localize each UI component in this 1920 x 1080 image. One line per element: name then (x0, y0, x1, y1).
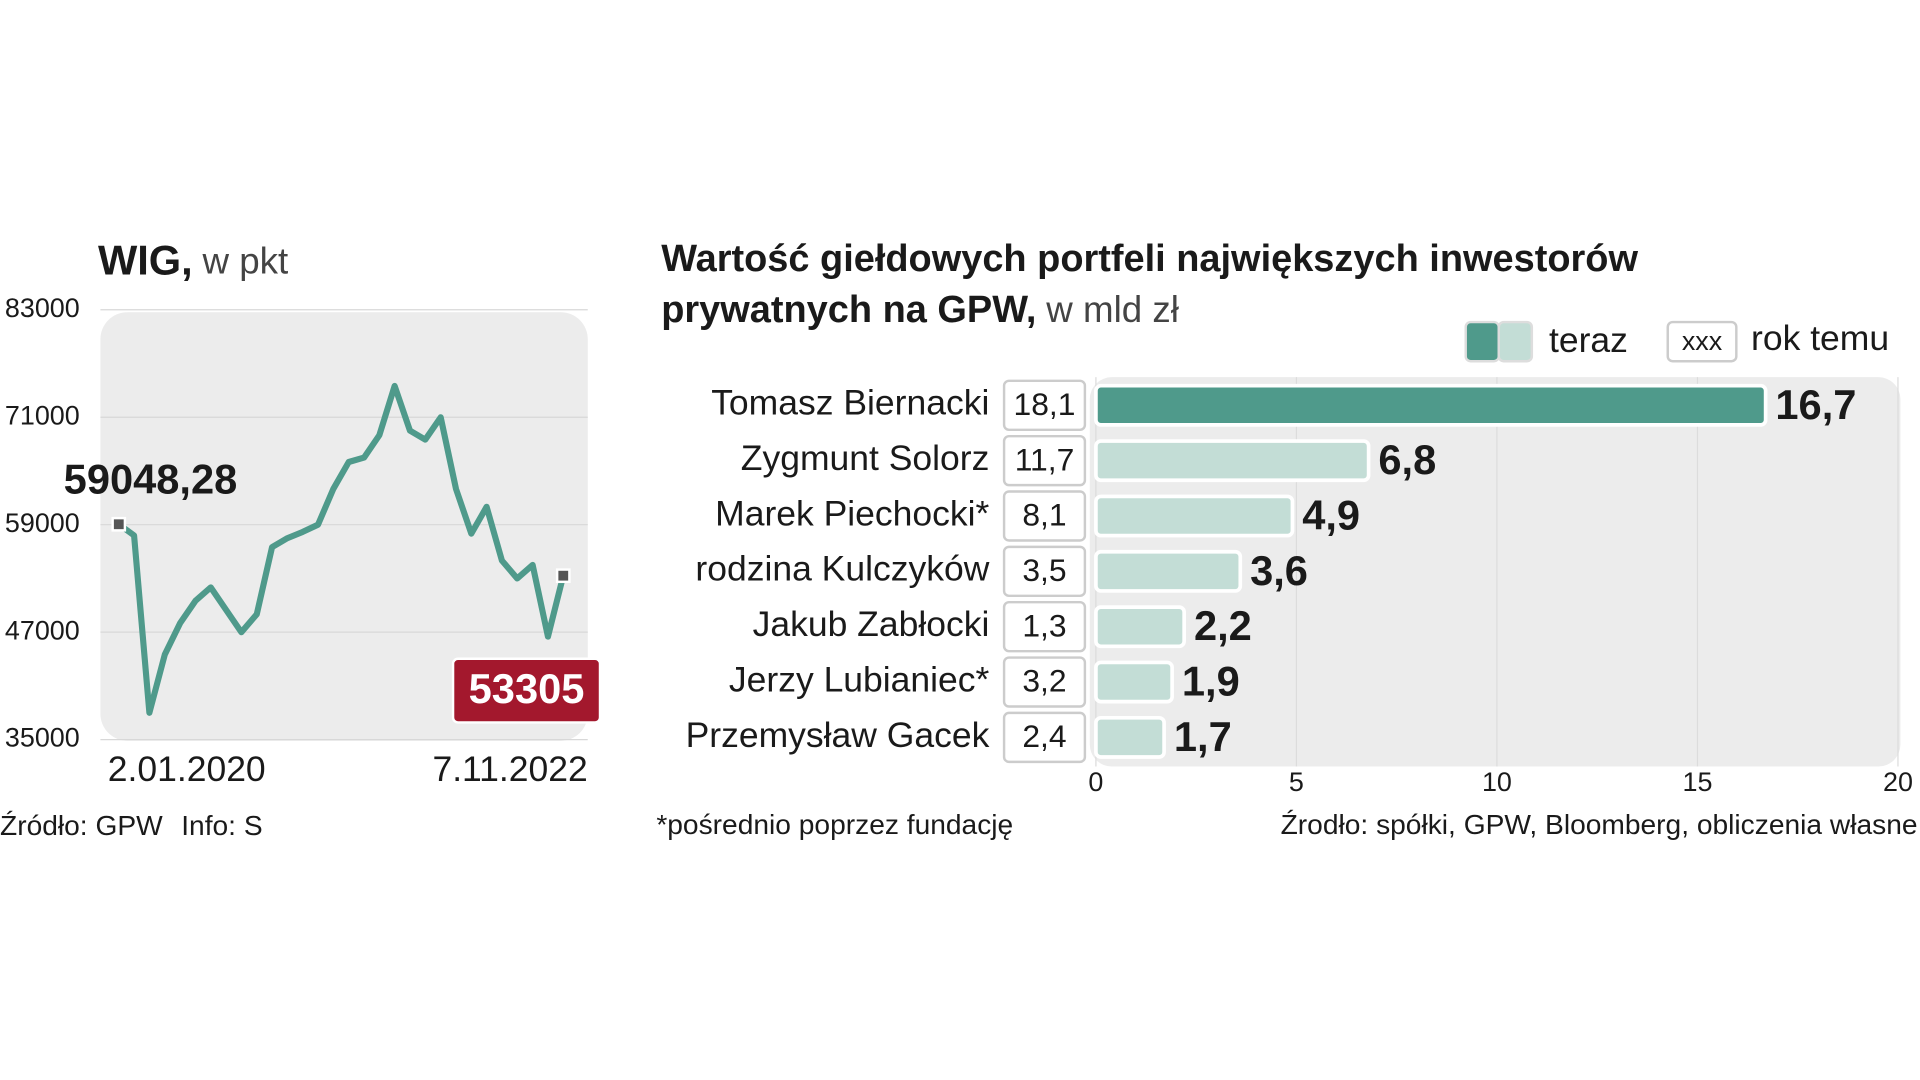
legend-swatch (1497, 320, 1534, 363)
x-tick-label: 15 (1682, 767, 1712, 797)
previous-box (1002, 711, 1087, 764)
y-tick-label: 71000 (5, 400, 80, 430)
previous-label: 3,2 (1022, 663, 1066, 699)
x-tick-label: 20 (1883, 767, 1913, 797)
category-label: Jerzy Lubianiec* (729, 659, 990, 699)
previous-box (1002, 490, 1087, 542)
bar (1094, 660, 1174, 704)
previous-box (1002, 600, 1087, 653)
y-tick-label: 83000 (5, 293, 80, 323)
x-tick-label: 10 (1482, 767, 1512, 797)
footnote: *pośrednio poprzez fundację (656, 809, 1013, 840)
value-label: 4,9 (1302, 491, 1360, 538)
bar (1094, 383, 1768, 427)
previous-box (1002, 434, 1087, 487)
legend-label: rok temu (1751, 318, 1889, 358)
bar-title-2: prywatnych na GPW, w mld zł (661, 289, 1179, 331)
end-label: 53305 (469, 665, 585, 712)
title-unit: w mld zł (1045, 289, 1179, 330)
value-label: 16,7 (1775, 381, 1856, 428)
title-unit: w pkt (202, 240, 289, 281)
x-tick-label: 7.11.2022 (432, 749, 587, 789)
category-label: Tomasz Biernacki (711, 383, 989, 423)
previous-label: 8,1 (1022, 497, 1066, 533)
y-tick-label: 47000 (5, 615, 80, 645)
bar-title: Wartość giełdowych portfeli największych… (661, 238, 1638, 280)
start-label: 59048,28 (64, 456, 238, 503)
value-label: 1,7 (1174, 713, 1232, 760)
line (116, 382, 567, 716)
point-marker (555, 568, 571, 584)
value-label: 2,2 (1194, 602, 1252, 649)
legend-label: teraz (1549, 320, 1628, 360)
legend-marker: xxx (1682, 326, 1723, 356)
previous-box (1002, 379, 1087, 432)
title-main: WIG, (98, 236, 193, 283)
category-label: rodzina Kulczyków (695, 549, 989, 589)
x-tick-label: 0 (1088, 767, 1103, 797)
source: Źródło: GPW (0, 810, 163, 841)
end-label-box (451, 657, 602, 724)
point-marker (111, 516, 127, 532)
bar (1094, 549, 1243, 593)
previous-label: 1,3 (1022, 607, 1066, 643)
value-label: 3,6 (1250, 547, 1308, 594)
source: Źrodło: spółki, GPW, Bloomberg, obliczen… (1281, 809, 1918, 840)
x-tick-label: 5 (1289, 767, 1304, 797)
value-label: 1,9 (1182, 657, 1240, 704)
value-label: 6,8 (1378, 436, 1436, 483)
previous-label: 2,4 (1022, 718, 1066, 754)
previous-box (1002, 656, 1087, 708)
category-label: Zygmunt Solorz (741, 438, 990, 478)
y-tick-label: 35000 (5, 723, 80, 753)
previous-label: 18,1 (1014, 386, 1076, 422)
previous-box (1002, 545, 1087, 598)
legend-swatch (1464, 320, 1500, 363)
line-title: WIG, w pkt (98, 236, 288, 283)
legend-box (1666, 320, 1738, 363)
plot-background (100, 312, 588, 741)
previous-label: 3,5 (1022, 552, 1066, 588)
previous-label: 11,7 (1015, 441, 1075, 477)
bar (1094, 605, 1186, 649)
category-label: Marek Piechocki* (715, 493, 989, 533)
category-label: Przemysław Gacek (686, 715, 990, 755)
title-line: prywatnych na GPW, (661, 289, 1036, 331)
info: Info: S (181, 810, 262, 841)
bar (1094, 439, 1371, 483)
category-label: Jakub Zabłocki (753, 604, 990, 644)
bar (1094, 715, 1166, 759)
bar (1094, 494, 1295, 538)
x-tick-label: 2.01.2020 (108, 749, 266, 789)
y-tick-label: 59000 (5, 508, 80, 538)
